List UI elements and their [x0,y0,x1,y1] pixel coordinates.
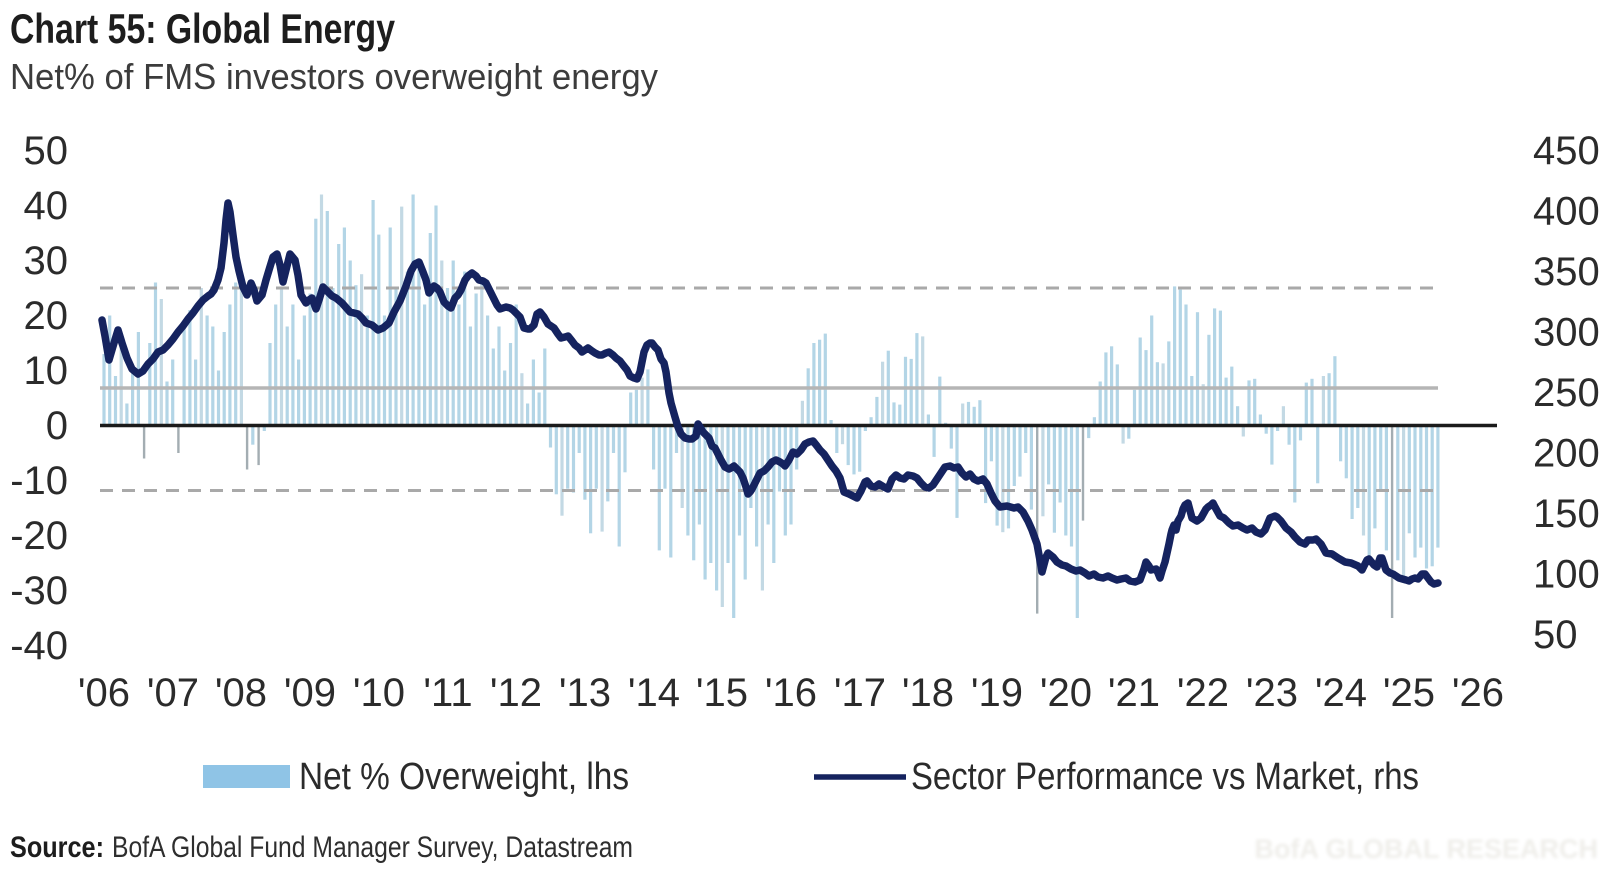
svg-text:'18: '18 [902,671,954,715]
svg-text:'20: '20 [1040,671,1092,715]
svg-text:450: 450 [1533,129,1600,173]
svg-text:'07: '07 [147,671,199,715]
svg-text:300: 300 [1533,311,1600,355]
svg-text:-30: -30 [10,569,68,613]
svg-text:BofA Global Fund Manager Surve: BofA Global Fund Manager Survey, Datastr… [112,831,633,864]
svg-text:Chart 55: Global Energy: Chart 55: Global Energy [10,5,396,52]
svg-text:'23: '23 [1246,671,1298,715]
svg-text:350: 350 [1533,250,1600,294]
svg-text:250: 250 [1533,371,1600,415]
svg-text:'19: '19 [971,671,1023,715]
svg-text:-40: -40 [10,624,68,668]
svg-text:'17: '17 [834,671,886,715]
svg-text:'11: '11 [423,671,472,715]
svg-text:Source:: Source: [10,831,104,864]
svg-text:30: 30 [24,239,69,283]
svg-text:Net% of FMS investors overweig: Net% of FMS investors overweight energy [10,56,658,97]
svg-text:400: 400 [1533,190,1600,234]
svg-text:150: 150 [1533,492,1600,536]
svg-text:100: 100 [1533,553,1600,597]
svg-text:'12: '12 [490,671,542,715]
svg-text:-10: -10 [10,459,68,503]
svg-text:'26: '26 [1452,671,1504,715]
svg-text:Net % Overweight, lhs: Net % Overweight, lhs [299,756,629,798]
svg-text:'13: '13 [559,671,611,715]
svg-text:50: 50 [1533,613,1578,657]
svg-text:40: 40 [24,184,69,228]
svg-text:'24: '24 [1315,671,1367,715]
svg-text:50: 50 [24,129,69,173]
svg-text:'22: '22 [1177,671,1229,715]
svg-text:'25: '25 [1383,671,1435,715]
svg-text:'06: '06 [78,671,130,715]
svg-text:'16: '16 [765,671,817,715]
svg-text:20: 20 [24,294,69,338]
svg-text:BofA GLOBAL RESEARCH: BofA GLOBAL RESEARCH [1255,834,1599,864]
svg-text:'14: '14 [628,671,680,715]
svg-text:Sector Performance vs Market,: Sector Performance vs Market, rhs [911,756,1419,798]
svg-text:'08: '08 [215,671,267,715]
svg-text:'09: '09 [284,671,336,715]
svg-text:0: 0 [46,404,68,448]
svg-text:10: 10 [24,349,69,393]
svg-text:200: 200 [1533,432,1600,476]
svg-text:-20: -20 [10,514,68,558]
svg-text:'21: '21 [1108,671,1160,715]
svg-text:'10: '10 [353,671,405,715]
svg-text:'15: '15 [696,671,748,715]
